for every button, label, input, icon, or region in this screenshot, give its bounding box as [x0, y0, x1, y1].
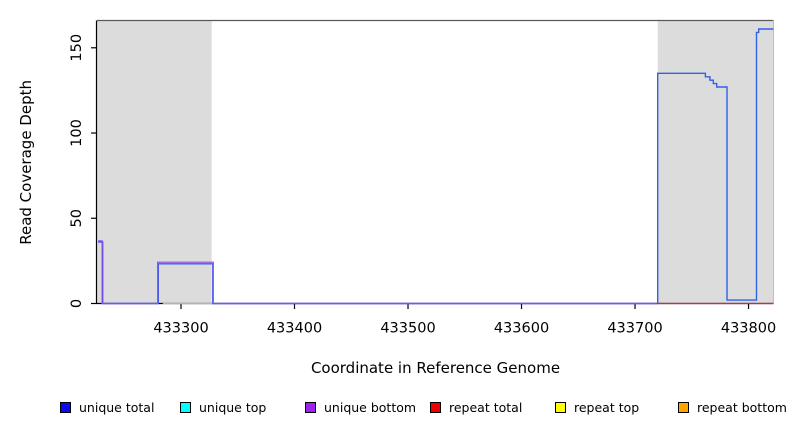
legend-swatch-repeat-total [430, 401, 441, 413]
legend-swatch-unique-total [60, 401, 71, 413]
legend: unique total unique top unique bottom repea… [0, 397, 792, 421]
legend-item-repeat-top: repeat top [555, 397, 639, 417]
x-axis-title: Coordinate in Reference Genome [310, 359, 561, 377]
repeat-region-left [97, 20, 212, 304]
legend-label: repeat total [449, 399, 523, 415]
legend-label: repeat bottom [697, 399, 787, 415]
legend-item-repeat-bottom: repeat bottom [678, 397, 787, 417]
legend-item-unique-top: unique top [180, 397, 266, 417]
legend-label: repeat top [574, 399, 640, 415]
legend-swatch-repeat-bottom [678, 401, 689, 413]
repeat-region-right [657, 20, 774, 304]
x-tick-label: 433700 [607, 321, 662, 337]
legend-item-repeat-total: repeat total [430, 397, 522, 417]
legend-label: unique bottom [324, 399, 417, 415]
x-tick-label: 433800 [721, 321, 776, 337]
x-tick-label: 433600 [494, 321, 549, 337]
y-tick-label: 100 [69, 119, 85, 147]
legend-swatch-unique-bottom [305, 401, 316, 413]
legend-label: unique top [199, 399, 267, 415]
legend-swatch-repeat-top [555, 401, 566, 413]
x-tick-label: 433500 [380, 321, 435, 337]
y-tick-label: 150 [69, 34, 85, 62]
legend-swatch-unique-top [180, 401, 191, 413]
x-tick-label: 433300 [153, 321, 208, 337]
series-unique-bottom [98, 240, 657, 305]
legend-item-unique-bottom: unique bottom [305, 397, 416, 417]
coverage-plot: 433300 433400 433500 433600 433700 433800 0 50 1… [69, 19, 776, 337]
y-axis-title: Read Coverage Depth [17, 79, 35, 245]
legend-label: unique total [79, 399, 155, 415]
y-axis-title-wrap: Read Coverage Depth [16, 20, 36, 304]
legend-item-unique-total: unique total [60, 397, 154, 417]
y-tick-label: 50 [69, 209, 85, 227]
x-tick-label: 433400 [267, 321, 322, 337]
y-tick-label: 0 [69, 299, 85, 308]
